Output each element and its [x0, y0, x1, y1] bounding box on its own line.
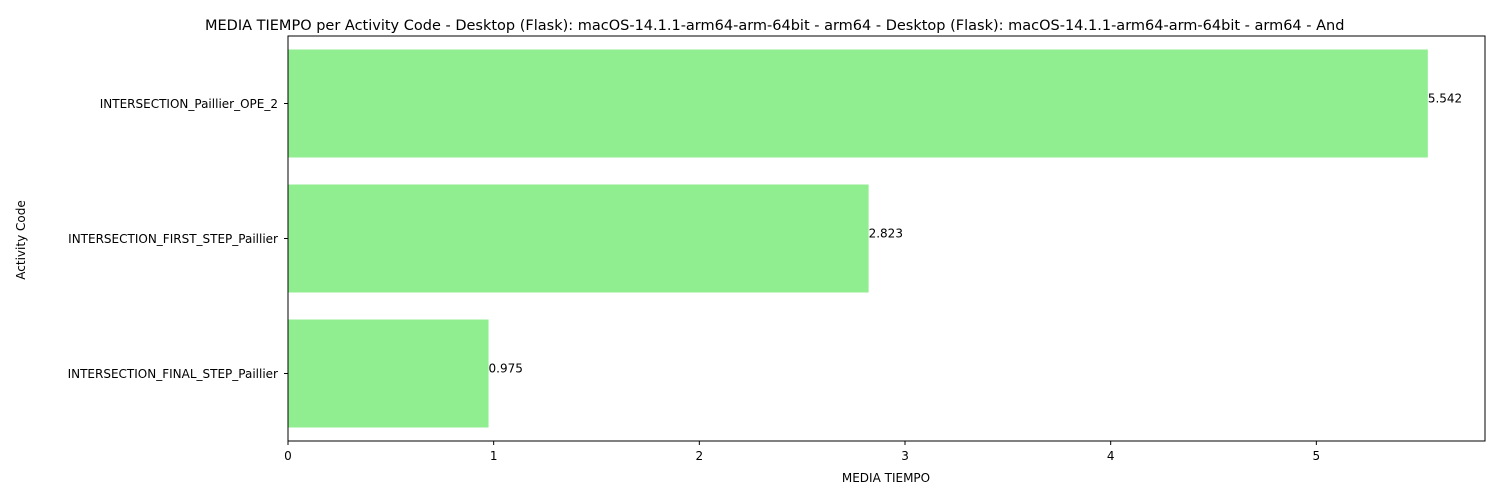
bar-3	[288, 319, 489, 428]
y-tick-label-3: INTERSECTION_FINAL_STEP_Paillier	[68, 367, 278, 381]
x-tick-label-2: 1	[490, 449, 498, 463]
data-labels-layer: 5.542 2.823 0.975	[489, 92, 1463, 376]
x-tick-label-5: 4	[1107, 449, 1115, 463]
chart-title: MEDIA TIEMPO per Activity Code - Desktop…	[205, 18, 1344, 34]
bars-layer	[288, 49, 1428, 428]
data-label-2: 2.823	[869, 227, 903, 241]
y-axis-label: Activity Code	[14, 200, 28, 279]
y-tick-label-1: INTERSECTION_Paillier_OPE_2	[100, 97, 278, 111]
x-tick-label-1: 0	[284, 449, 292, 463]
x-tick-label-4: 3	[901, 449, 909, 463]
ticks-layer: INTERSECTION_Paillier_OPE_2 INTERSECTION_…	[68, 97, 1321, 463]
data-label-1: 5.542	[1428, 92, 1462, 106]
data-label-3: 0.975	[489, 362, 523, 376]
bar-2	[288, 184, 869, 293]
x-tick-label-6: 5	[1313, 449, 1321, 463]
x-tick-label-3: 2	[696, 449, 704, 463]
bar-1	[288, 49, 1428, 158]
y-tick-label-2: INTERSECTION_FIRST_STEP_Paillier	[68, 232, 278, 246]
x-axis-label: MEDIA TIEMPO	[842, 471, 930, 485]
